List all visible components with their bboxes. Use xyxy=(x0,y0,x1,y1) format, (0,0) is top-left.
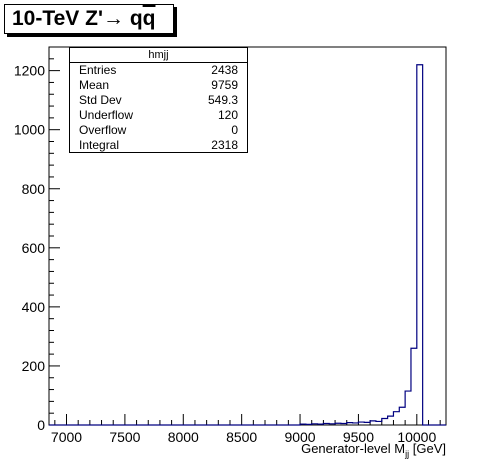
stats-row-overflow: Overflow 0 xyxy=(70,123,247,138)
x-tick-label: 9500 xyxy=(343,429,374,445)
histogram-bin xyxy=(388,416,394,425)
x-axis-label: Generator-level Mjj [GeV] xyxy=(301,441,446,459)
y-tick-label: 200 xyxy=(22,358,46,374)
histogram-bin xyxy=(405,391,411,425)
histogram-line xyxy=(49,64,446,426)
plot-title: 10-TeV Z'→ qq xyxy=(12,7,156,30)
stats-row-integral: Integral 2318 xyxy=(70,138,247,153)
stats-row-entries: Entries 2438 xyxy=(70,63,247,78)
x-axis-ticks: 7000 7500 8000 8500 9000 9500 10000 xyxy=(51,414,441,445)
x-tick-label: 7000 xyxy=(51,429,82,445)
y-tick-label: 1000 xyxy=(14,122,45,138)
stats-value: 549.3 xyxy=(207,93,238,107)
histogram-bin xyxy=(370,421,376,425)
stats-row-underflow: Underflow 120 xyxy=(70,108,247,123)
stats-label: Mean xyxy=(79,78,110,92)
stats-row-std-dev: Std Dev 549.3 xyxy=(70,93,247,108)
stats-value: 9759 xyxy=(211,78,238,92)
y-axis-ticks: 0 200 400 600 800 1000 1200 xyxy=(14,46,60,433)
stats-label: Underflow xyxy=(79,108,134,122)
x-tick-label: 7500 xyxy=(109,429,140,445)
histogram-outline xyxy=(49,64,446,426)
stats-value: 2318 xyxy=(211,138,238,152)
x-tick-label: 9000 xyxy=(284,429,315,445)
histogram-bin xyxy=(382,419,388,425)
stats-label: Integral xyxy=(79,138,120,152)
histogram-bin xyxy=(417,65,423,425)
histogram-bin xyxy=(411,348,417,425)
histogram-bin xyxy=(393,412,399,425)
x-tick-label: 8500 xyxy=(226,429,257,445)
stats-label: Std Dev xyxy=(79,93,122,107)
stats-value: 2438 xyxy=(211,63,238,77)
x-tick-label: 10000 xyxy=(397,429,436,445)
stats-box-title: hmjj xyxy=(70,48,247,63)
y-tick-label: 600 xyxy=(22,240,46,256)
stats-label: Entries xyxy=(79,63,117,77)
plot-title-box: 10-TeV Z'→ qq xyxy=(4,4,174,34)
stats-label: Overflow xyxy=(79,123,127,137)
stats-row-mean: Mean 9759 xyxy=(70,78,247,93)
x-tick-label: 8000 xyxy=(168,429,199,445)
stats-value: 120 xyxy=(217,108,238,122)
stats-box: hmjj Entries 2438 Mean 9759 Std Dev 549.… xyxy=(69,47,248,153)
stats-value: 0 xyxy=(231,123,238,137)
y-tick-label: 1200 xyxy=(14,63,45,79)
y-tick-label: 0 xyxy=(37,417,45,433)
histogram-bin xyxy=(399,407,405,425)
y-tick-label: 800 xyxy=(22,181,46,197)
y-tick-label: 400 xyxy=(22,299,46,315)
